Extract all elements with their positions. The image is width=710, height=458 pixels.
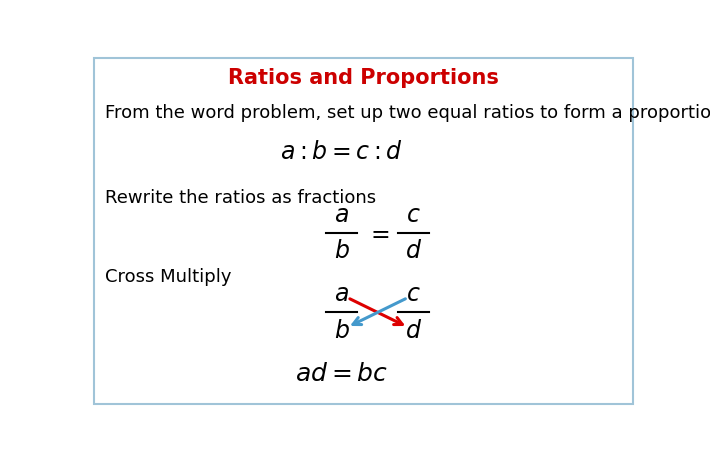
Text: $d$: $d$ [405, 240, 422, 263]
Text: $c$: $c$ [406, 282, 421, 306]
Text: Rewrite the ratios as fractions: Rewrite the ratios as fractions [105, 189, 376, 207]
Text: $a$: $a$ [334, 282, 349, 306]
Text: $a$: $a$ [334, 203, 349, 227]
Text: $ad=bc$: $ad=bc$ [295, 362, 388, 386]
Text: Cross Multiply: Cross Multiply [105, 268, 231, 286]
FancyBboxPatch shape [94, 59, 633, 404]
Text: $b$: $b$ [334, 319, 350, 343]
Text: $=$: $=$ [366, 221, 390, 245]
Text: From the word problem, set up two equal ratios to form a proportion: From the word problem, set up two equal … [105, 104, 710, 122]
Text: $d$: $d$ [405, 319, 422, 343]
Text: $c$: $c$ [406, 203, 421, 227]
Text: Ratios and Proportions: Ratios and Proportions [229, 68, 499, 88]
Text: $b$: $b$ [334, 240, 350, 263]
Text: $a:b=c:d$: $a:b=c:d$ [280, 140, 403, 164]
